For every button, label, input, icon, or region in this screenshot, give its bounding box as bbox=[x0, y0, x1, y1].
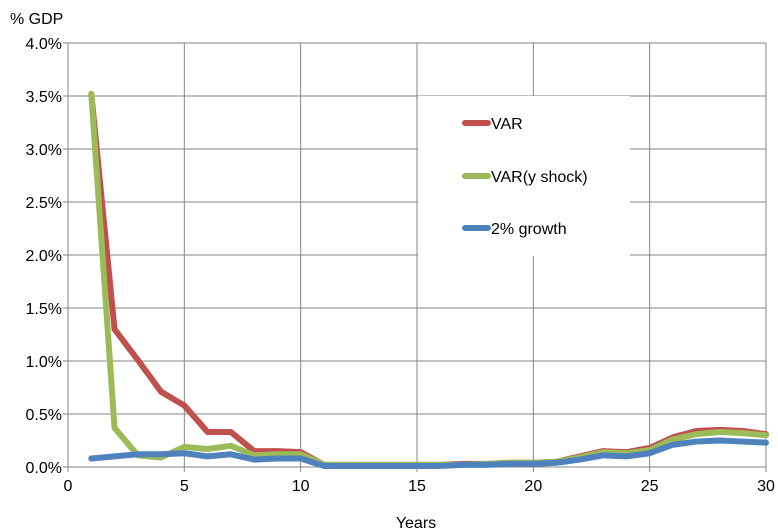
y-tick-label: 4.0% bbox=[26, 36, 62, 53]
x-tick-label: 30 bbox=[757, 478, 775, 495]
y-tick-label: 2.5% bbox=[26, 195, 62, 212]
legend-entry: 2% growth bbox=[491, 221, 567, 238]
y-tick-label: 3.0% bbox=[26, 142, 62, 159]
series-line-2 bbox=[88, 437, 769, 469]
y-tick-label: 1.5% bbox=[26, 301, 62, 318]
y-tick-label: 0.5% bbox=[26, 407, 62, 424]
y-tick-label: 1.0% bbox=[26, 354, 62, 371]
legend-box bbox=[418, 96, 630, 256]
x-tick-label: 0 bbox=[64, 478, 73, 495]
x-tick-label: 25 bbox=[641, 478, 659, 495]
axes bbox=[63, 42, 767, 472]
legend-entry: VAR bbox=[491, 116, 523, 133]
y-tick-label: 2.0% bbox=[26, 248, 62, 265]
x-tick-labels: 0 5 10 15 20 25 30 bbox=[64, 478, 775, 495]
x-tick-label: 15 bbox=[408, 478, 426, 495]
x-axis-label: Years bbox=[396, 515, 436, 532]
y-tick-label: 0.0% bbox=[26, 460, 62, 477]
y-tick-labels: 0.0% 0.5% 1.0% 1.5% 2.0% 2.5% 3.0% 3.5% 4.0% bbox=[26, 36, 62, 477]
x-tick-label: 20 bbox=[524, 478, 542, 495]
series-lines bbox=[88, 90, 769, 469]
legend-entry: VAR(y shock) bbox=[491, 169, 588, 186]
legend: VAR VAR(y shock) 2% growth bbox=[418, 96, 630, 256]
x-tick-label: 5 bbox=[180, 478, 189, 495]
y-tick-label: 3.5% bbox=[26, 89, 62, 106]
x-tick-label: 10 bbox=[292, 478, 310, 495]
grid-lines bbox=[68, 42, 767, 467]
y-axis-label: % GDP bbox=[10, 11, 63, 28]
